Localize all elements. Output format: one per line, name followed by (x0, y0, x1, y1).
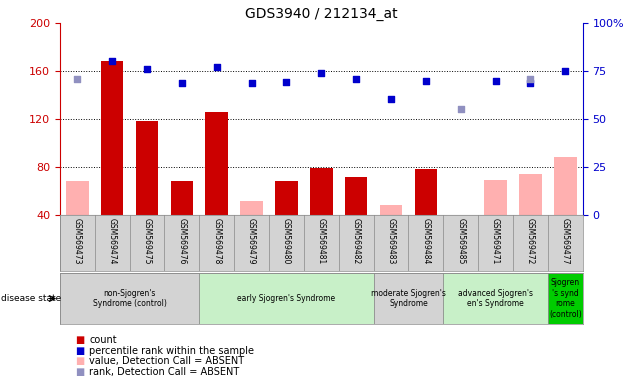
Point (107, 58, 117, 65)
Point (177, 80, 187, 86)
Text: early Sjogren's Syndrome: early Sjogren's Syndrome (238, 294, 336, 303)
Bar (345, 177, 367, 215)
Point (386, 96, 396, 102)
Text: GSM569475: GSM569475 (142, 218, 151, 264)
Bar (205, 112, 228, 215)
Text: advanced Sjogren's
en's Syndrome: advanced Sjogren's en's Syndrome (458, 289, 533, 308)
Bar (484, 180, 507, 215)
Point (72, 76, 83, 83)
Text: value, Detection Call = ABSENT: value, Detection Call = ABSENT (89, 356, 244, 366)
Bar (519, 174, 542, 215)
Point (282, 79, 292, 85)
Text: GSM569476: GSM569476 (178, 218, 186, 264)
Text: GSM569484: GSM569484 (421, 218, 430, 264)
Bar (275, 182, 298, 215)
Text: non-Sjogren's
Syndrome (control): non-Sjogren's Syndrome (control) (93, 289, 166, 308)
Text: GSM569481: GSM569481 (317, 218, 326, 264)
Text: GSM569474: GSM569474 (108, 218, 117, 264)
Text: GSM569473: GSM569473 (73, 218, 82, 264)
Bar (171, 182, 193, 215)
Bar (240, 200, 263, 215)
Text: GSM569478: GSM569478 (212, 218, 221, 264)
Bar (135, 121, 158, 215)
Bar (374, 273, 444, 324)
Point (212, 65, 222, 71)
Text: percentile rank within the sample: percentile rank within the sample (89, 346, 255, 356)
Text: ■: ■ (76, 356, 85, 366)
Text: disease state: disease state (1, 294, 62, 303)
Point (246, 80, 256, 86)
Text: GSM569472: GSM569472 (526, 218, 535, 264)
Text: GSM569479: GSM569479 (247, 218, 256, 264)
Point (560, 68, 570, 74)
Bar (415, 169, 437, 215)
Point (142, 66, 152, 72)
Text: GSM569483: GSM569483 (387, 218, 396, 264)
Text: ■: ■ (76, 346, 85, 356)
Text: GSM569485: GSM569485 (456, 218, 465, 264)
Bar (444, 273, 548, 324)
Point (421, 78, 431, 84)
Text: Sjogren
's synd
rome
(control): Sjogren 's synd rome (control) (549, 278, 581, 319)
Bar (310, 168, 333, 215)
Bar (554, 157, 576, 215)
Text: ■: ■ (76, 335, 85, 345)
Text: GSM569480: GSM569480 (282, 218, 291, 264)
Bar (60, 273, 199, 324)
Text: count: count (89, 335, 117, 345)
Text: GSM569482: GSM569482 (352, 218, 360, 264)
Text: moderate Sjogren's
Syndrome: moderate Sjogren's Syndrome (371, 289, 446, 308)
Text: GSM569471: GSM569471 (491, 218, 500, 264)
Point (525, 76, 536, 83)
Point (316, 70, 326, 76)
Point (455, 106, 466, 113)
Bar (101, 61, 123, 215)
Title: GDS3940 / 212134_at: GDS3940 / 212134_at (245, 7, 398, 21)
Point (525, 80, 536, 86)
Text: rank, Detection Call = ABSENT: rank, Detection Call = ABSENT (89, 367, 239, 377)
Bar (199, 273, 374, 324)
Bar (66, 182, 89, 215)
Text: GSM569477: GSM569477 (561, 218, 570, 264)
Bar (380, 205, 403, 215)
Point (491, 78, 501, 84)
Bar (449, 215, 472, 260)
Bar (548, 273, 583, 324)
Text: ■: ■ (76, 367, 85, 377)
Point (351, 76, 361, 83)
